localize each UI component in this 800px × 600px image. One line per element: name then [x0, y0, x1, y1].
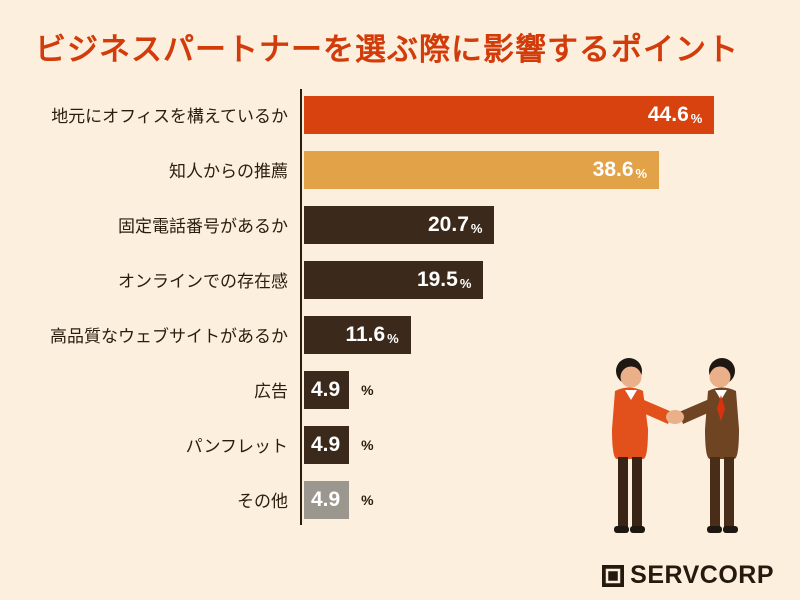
bar: 19.5%	[304, 260, 484, 299]
category-label: 地元にオフィスを構えているか	[51, 107, 288, 126]
value-label: 38.6	[592, 158, 634, 181]
bar-track: 38.6% %	[304, 150, 764, 189]
chart-row: オンラインでの存在感 19.5% %	[35, 252, 770, 307]
value-label: 19.5	[416, 268, 458, 291]
bar: 4.9%	[304, 370, 350, 409]
chart-row: 高品質なウェブサイトがあるか 11.6% %	[35, 307, 770, 362]
servcorp-logo-text: SERVCORP	[630, 561, 774, 589]
left-man-arm	[634, 397, 672, 424]
value-label: 20.7	[428, 213, 469, 236]
handshake-hands	[666, 410, 684, 424]
servcorp-logo-icon	[602, 564, 625, 587]
percent-sign: %	[470, 221, 483, 236]
bar-track: 20.7% %	[304, 205, 764, 244]
percent-sign-outside: %	[361, 491, 374, 508]
bar-chart: 地元にオフィスを構えているか 44.6% % 知人からの推薦 38.6% % 固…	[35, 87, 770, 527]
right-man-leg	[710, 457, 720, 527]
category-label: 高品質なウェブサイトがあるか	[50, 327, 288, 346]
left-man-shoe	[630, 526, 645, 533]
bar-track: 4.9% %	[304, 370, 764, 409]
page-title: ビジネスパートナーを選ぶ際に影響するポイント	[35, 32, 739, 67]
chart-row: パンフレット 4.9% %	[35, 417, 770, 472]
category-label: その他	[237, 492, 288, 511]
percent-sign-outside: %	[361, 381, 374, 398]
chart-row: 広告 4.9% %	[35, 362, 770, 417]
bar-track: 44.6% %	[304, 95, 764, 134]
right-man-face	[709, 366, 731, 388]
handshake-illustration	[612, 358, 739, 533]
left-man-leg	[618, 457, 628, 527]
category-label: 知人からの推薦	[169, 162, 288, 181]
value-label: 4.9	[310, 378, 341, 401]
right-man-arm	[679, 397, 717, 424]
right-man-shoe	[723, 526, 738, 533]
bar-track: 4.9% %	[304, 480, 764, 519]
left-man-face	[620, 366, 642, 388]
value-label: 4.9	[310, 488, 341, 511]
category-label: オンラインでの存在感	[118, 272, 288, 291]
percent-sign-outside: %	[361, 436, 374, 453]
chart-row: 知人からの推薦 38.6% %	[35, 142, 770, 197]
chart-row: 固定電話番号があるか 20.7% %	[35, 197, 770, 252]
bar: 11.6%	[304, 315, 411, 354]
bar: 4.9%	[304, 480, 350, 519]
percent-sign: %	[635, 166, 648, 181]
bar: 4.9%	[304, 425, 350, 464]
percent-sign: %	[387, 331, 399, 346]
category-label: パンフレット	[185, 437, 288, 456]
value-label: 4.9	[310, 433, 341, 456]
chart-row: その他 4.9% %	[35, 472, 770, 527]
chart-row: 地元にオフィスを構えているか 44.6% %	[35, 87, 770, 142]
category-label: 広告	[254, 382, 288, 401]
percent-sign: %	[459, 276, 472, 291]
bar-track: 19.5% %	[304, 260, 764, 299]
left-man-shoe	[614, 526, 629, 533]
right-man-tie	[717, 395, 725, 421]
bar: 38.6%	[304, 150, 660, 189]
right-man-leg	[724, 457, 734, 527]
bar-track: 4.9% %	[304, 425, 764, 464]
value-label: 44.6	[647, 103, 689, 126]
category-label: 固定電話番号があるか	[118, 217, 288, 236]
value-label: 11.6	[345, 323, 386, 346]
percent-sign: %	[690, 111, 703, 126]
bar: 44.6%	[304, 95, 715, 134]
bar-track: 11.6% %	[304, 315, 764, 354]
left-man-shirt	[625, 390, 637, 400]
bar: 20.7%	[304, 205, 495, 244]
left-man-leg	[632, 457, 642, 527]
servcorp-logo: SERVCORP	[602, 561, 774, 590]
right-man-shoe	[707, 526, 722, 533]
